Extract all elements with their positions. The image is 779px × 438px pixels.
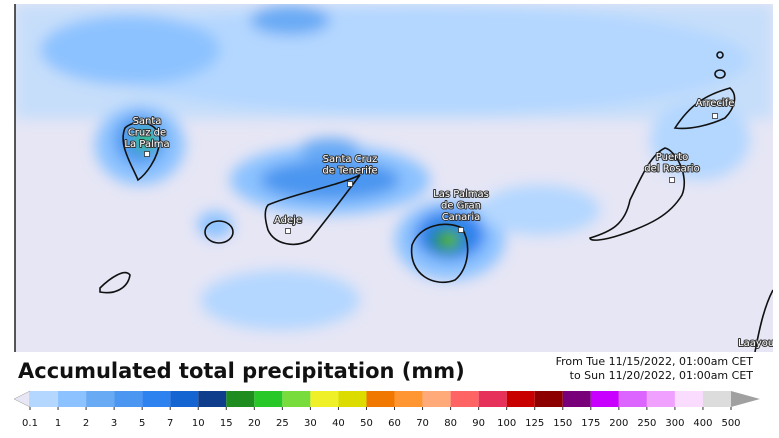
color-segment [590, 391, 619, 407]
city-label: Adeje [274, 215, 302, 226]
tick-label: 5 [139, 418, 145, 429]
over-arrow [731, 391, 760, 407]
tick-label: 15 [220, 418, 233, 429]
tick-label: 1 [55, 418, 61, 429]
period-end: to Sun 11/20/2022, 01:00am CET [570, 369, 754, 382]
color-segment [534, 391, 563, 407]
color-segment [702, 391, 731, 407]
color-segment [58, 391, 87, 407]
color-segment [338, 391, 367, 407]
color-segment [254, 391, 283, 407]
tick-label: 175 [581, 418, 600, 429]
tick-label: 50 [360, 418, 373, 429]
city-label: Puerto [656, 152, 689, 163]
legend-title: Accumulated total precipitation (mm) [18, 359, 465, 383]
color-segment [562, 391, 591, 407]
tick-label: 250 [637, 418, 656, 429]
color-segment [226, 391, 255, 407]
period-start: From Tue 11/15/2022, 01:00am CET [556, 355, 754, 368]
city-label: del Rosario [644, 164, 699, 175]
color-segment [450, 391, 479, 407]
coastlines [99, 51, 773, 352]
color-segment [30, 391, 59, 407]
tick-label: 70 [416, 418, 429, 429]
color-segment [646, 391, 675, 407]
city-marker [144, 151, 150, 157]
tick-label: 125 [525, 418, 544, 429]
tick-label: 60 [388, 418, 401, 429]
city-label: de Gran [441, 201, 481, 212]
colorbar: 0.1 1 2 3 5 7 10 15 20 25 30 40 50 60 70 80 90 100 125 150 1… [13, 390, 760, 429]
tick-label: 150 [553, 418, 572, 429]
city-label: Arrecife [696, 98, 735, 109]
tick-label: 0.1 [22, 418, 38, 429]
color-segment [478, 391, 507, 407]
city-marker [712, 113, 718, 119]
tick-label: 300 [665, 418, 684, 429]
city-label: Santa [133, 116, 162, 127]
city-marker [458, 227, 464, 233]
tick-label: 7 [167, 418, 173, 429]
color-segment [170, 391, 199, 407]
tick-label: 20 [248, 418, 261, 429]
under-arrow [13, 390, 31, 408]
color-segment [86, 391, 115, 407]
city-marker [347, 181, 353, 187]
city-label: de Tenerife [322, 166, 377, 177]
color-segment [394, 391, 423, 407]
tick-label: 80 [444, 418, 457, 429]
city-label: Canaria [442, 212, 481, 223]
color-segment [422, 391, 451, 407]
tick-label: 400 [693, 418, 712, 429]
city-label: Las Palmas [433, 189, 489, 200]
city-label: La Palma [124, 139, 169, 150]
tick-label: 90 [472, 418, 485, 429]
color-segment [310, 391, 339, 407]
color-segment [198, 391, 227, 407]
color-segment [142, 391, 171, 407]
city-label: Santa Cruz [323, 154, 378, 165]
color-segment [674, 391, 703, 407]
tick-label: 40 [332, 418, 345, 429]
tick-label: 25 [276, 418, 289, 429]
city-label: Laayou [738, 338, 774, 349]
city-marker [669, 177, 675, 183]
tick-label: 200 [609, 418, 628, 429]
tick-label: 30 [304, 418, 317, 429]
precipitation-field [15, 4, 773, 330]
color-segment [366, 391, 395, 407]
tick-label: 100 [497, 418, 516, 429]
city-label: Cruz de [128, 128, 166, 139]
color-segment [506, 391, 535, 407]
color-segment [618, 391, 647, 407]
color-segment [114, 391, 143, 407]
tick-label: 3 [111, 418, 117, 429]
city-marker [285, 228, 291, 234]
tick-label: 10 [192, 418, 205, 429]
color-segment [282, 391, 311, 407]
tick-label: 2 [83, 418, 89, 429]
tick-label: 500 [721, 418, 740, 429]
